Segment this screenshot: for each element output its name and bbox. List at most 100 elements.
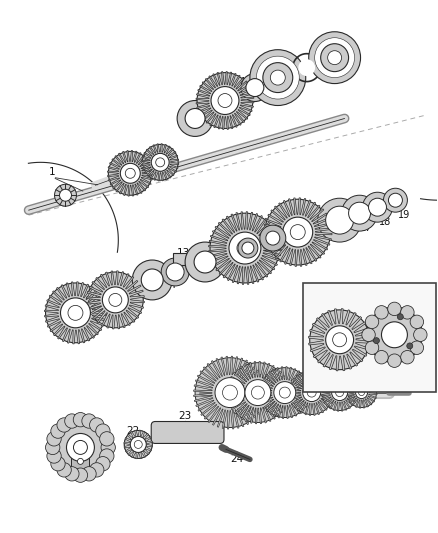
Circle shape <box>228 362 288 423</box>
Text: 4: 4 <box>239 77 245 86</box>
Circle shape <box>60 189 71 201</box>
Circle shape <box>60 298 90 328</box>
Circle shape <box>328 51 342 64</box>
Circle shape <box>46 283 106 343</box>
Circle shape <box>82 466 96 481</box>
Circle shape <box>283 217 313 247</box>
Text: 2: 2 <box>192 102 198 112</box>
Circle shape <box>260 225 286 251</box>
Circle shape <box>307 388 316 397</box>
Text: 4: 4 <box>237 260 243 270</box>
Circle shape <box>349 202 371 224</box>
Circle shape <box>120 163 140 183</box>
Circle shape <box>46 440 60 455</box>
Circle shape <box>185 242 225 282</box>
Circle shape <box>368 198 386 216</box>
Circle shape <box>270 70 285 85</box>
Circle shape <box>401 305 414 319</box>
Circle shape <box>375 351 388 364</box>
Circle shape <box>381 322 407 348</box>
Circle shape <box>279 387 290 398</box>
Circle shape <box>365 315 379 328</box>
Circle shape <box>326 206 353 234</box>
Polygon shape <box>308 309 371 371</box>
Polygon shape <box>346 377 377 408</box>
Text: 4: 4 <box>260 247 266 257</box>
Text: 10: 10 <box>244 260 257 270</box>
Text: 9: 9 <box>293 247 299 257</box>
Circle shape <box>229 232 261 264</box>
Circle shape <box>310 310 370 370</box>
Circle shape <box>356 386 367 399</box>
Text: 15: 15 <box>195 270 208 280</box>
Circle shape <box>177 101 213 136</box>
Circle shape <box>166 263 184 281</box>
Circle shape <box>410 315 424 328</box>
Circle shape <box>65 466 79 481</box>
Circle shape <box>185 109 205 128</box>
Text: 21: 21 <box>59 424 72 434</box>
Circle shape <box>298 59 315 76</box>
Circle shape <box>336 389 343 397</box>
Text: 22: 22 <box>127 426 140 437</box>
Circle shape <box>211 86 239 115</box>
Polygon shape <box>208 212 281 285</box>
Polygon shape <box>194 356 266 429</box>
Circle shape <box>57 418 71 432</box>
Text: 1: 1 <box>49 167 56 177</box>
Circle shape <box>195 358 265 427</box>
Polygon shape <box>263 198 332 266</box>
Circle shape <box>155 158 165 167</box>
Circle shape <box>51 424 65 438</box>
Circle shape <box>241 74 269 101</box>
Polygon shape <box>141 144 179 181</box>
Circle shape <box>88 272 143 328</box>
FancyBboxPatch shape <box>71 454 89 473</box>
Circle shape <box>47 432 61 446</box>
Circle shape <box>388 354 401 367</box>
Polygon shape <box>196 71 254 130</box>
Circle shape <box>314 38 355 78</box>
Circle shape <box>388 302 401 316</box>
Circle shape <box>223 385 237 400</box>
Circle shape <box>68 305 83 320</box>
Circle shape <box>96 457 110 471</box>
Circle shape <box>261 226 289 254</box>
Polygon shape <box>107 150 153 196</box>
Circle shape <box>65 414 79 428</box>
Circle shape <box>318 198 361 242</box>
Circle shape <box>210 213 280 283</box>
Circle shape <box>73 413 88 427</box>
Circle shape <box>47 449 61 463</box>
Text: 3: 3 <box>205 91 212 101</box>
Circle shape <box>108 151 152 195</box>
Circle shape <box>359 390 364 395</box>
Circle shape <box>245 379 271 406</box>
Text: 5: 5 <box>257 66 263 76</box>
Circle shape <box>134 440 142 448</box>
Circle shape <box>50 417 110 478</box>
Circle shape <box>90 463 104 477</box>
Text: 12: 12 <box>141 289 154 299</box>
Circle shape <box>54 184 77 206</box>
Circle shape <box>413 328 427 342</box>
Circle shape <box>100 432 114 446</box>
Polygon shape <box>259 367 311 418</box>
Circle shape <box>389 193 403 207</box>
Circle shape <box>410 341 424 354</box>
Circle shape <box>256 56 299 99</box>
FancyBboxPatch shape <box>303 283 436 392</box>
Circle shape <box>242 242 254 254</box>
Circle shape <box>321 375 357 410</box>
Text: 6: 6 <box>242 253 248 263</box>
Circle shape <box>237 240 253 256</box>
Circle shape <box>363 192 392 222</box>
Circle shape <box>332 385 348 401</box>
Circle shape <box>265 199 331 265</box>
Circle shape <box>102 287 128 313</box>
Circle shape <box>109 293 122 306</box>
Polygon shape <box>124 430 153 459</box>
Text: 25: 25 <box>321 297 334 307</box>
Polygon shape <box>321 374 358 411</box>
Circle shape <box>342 195 378 231</box>
